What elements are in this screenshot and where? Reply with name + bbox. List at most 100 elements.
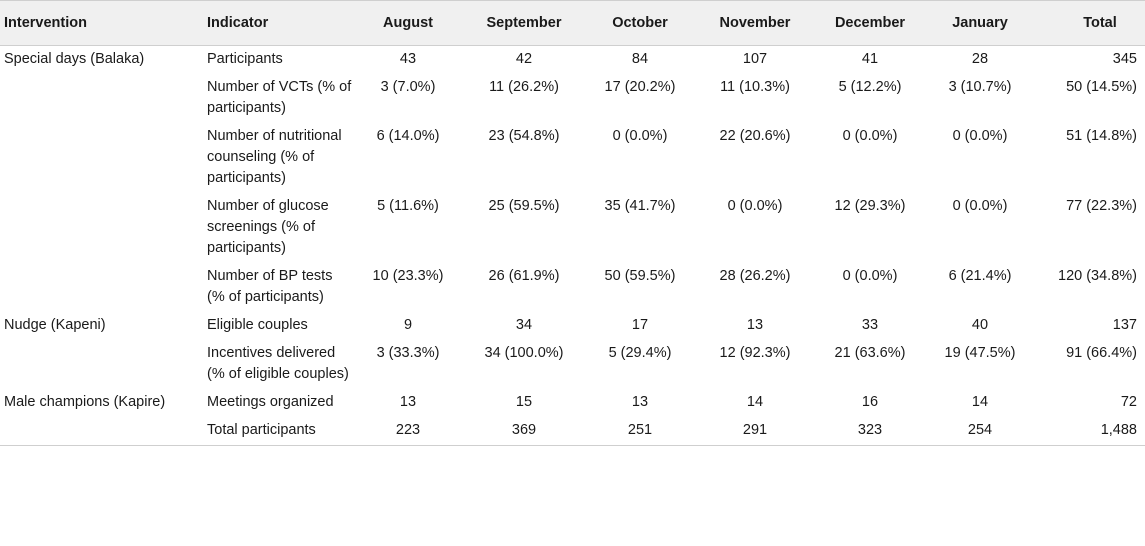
cell-october: 13 [631, 394, 649, 410]
cell-october: 251 [627, 422, 653, 438]
cell-january: 0 (0.0%) [952, 128, 1008, 144]
cell-indicator: Number of glucose screenings (% of parti… [207, 198, 329, 256]
header-september: September [486, 14, 562, 31]
table-row: Total participants 223 369 251 291 323 2… [0, 417, 1145, 446]
cell-september: 23 (54.8%) [488, 128, 560, 144]
cell-december: 0 (0.0%) [842, 268, 898, 284]
table-row: Number of VCTs (% of participants) 3 (7.… [0, 74, 1145, 123]
cell-august: 3 (33.3%) [376, 345, 440, 361]
cell-november: 28 (26.2%) [719, 268, 791, 284]
cell-november: 14 [746, 394, 764, 410]
cell-intervention: Special days (Balaka) [4, 51, 145, 67]
cell-indicator: Number of VCTs (% of participants) [207, 79, 352, 116]
cell-january: 40 [971, 317, 989, 333]
cell-total: 120 (34.8%) [1058, 268, 1137, 284]
cell-indicator: Incentives delivered (% of eligible coup… [207, 345, 349, 382]
cell-september: 11 (26.2%) [489, 79, 559, 95]
cell-august: 5 (11.6%) [377, 198, 439, 214]
cell-august: 13 [399, 394, 417, 410]
cell-total: 77 (22.3%) [1066, 198, 1137, 214]
cell-august: 43 [399, 51, 417, 67]
cell-september: 369 [511, 422, 537, 438]
cell-october: 35 (41.7%) [604, 198, 676, 214]
cell-december: 12 (29.3%) [834, 198, 906, 214]
header-intervention: Intervention [4, 14, 87, 31]
cell-august: 10 (23.3%) [372, 268, 444, 284]
cell-september: 42 [515, 51, 533, 67]
cell-intervention [0, 263, 207, 312]
table-row: Male champions (Kapire) Meetings organiz… [0, 389, 1145, 417]
cell-january: 28 [971, 51, 989, 67]
cell-total: 137 [1112, 317, 1137, 333]
cell-january: 3 (10.7%) [948, 79, 1012, 95]
header-december: December [834, 14, 906, 31]
cell-october: 84 [631, 51, 649, 67]
cell-november: 0 (0.0%) [727, 198, 783, 214]
data-table: Intervention Indicator August September … [0, 0, 1145, 446]
cell-september: 34 (100.0%) [484, 345, 564, 361]
cell-indicator: Number of BP tests (% of participants) [207, 268, 333, 305]
cell-november: 291 [742, 422, 768, 438]
header-indicator: Indicator [207, 14, 269, 31]
cell-january: 6 (21.4%) [948, 268, 1012, 284]
cell-december: 323 [857, 422, 883, 438]
cell-september: 15 [515, 394, 533, 410]
table-header-row: Intervention Indicator August September … [0, 0, 1145, 46]
cell-december: 21 (63.6%) [834, 345, 906, 361]
table-row: Number of BP tests (% of participants) 1… [0, 263, 1145, 312]
table-row: Nudge (Kapeni) Eligible couples 9 34 17 … [0, 312, 1145, 340]
cell-total: 345 [1112, 51, 1137, 67]
cell-august: 9 [403, 317, 413, 333]
table-row: Number of nutritional counseling (% of p… [0, 123, 1145, 193]
cell-intervention [0, 74, 207, 123]
cell-december: 5 (12.2%) [838, 79, 902, 95]
cell-indicator: Number of nutritional counseling (% of p… [207, 128, 342, 186]
cell-november: 22 (20.6%) [719, 128, 791, 144]
cell-total: 50 (14.5%) [1066, 79, 1137, 95]
cell-october: 5 (29.4%) [608, 345, 672, 361]
cell-october: 0 (0.0%) [612, 128, 668, 144]
cell-intervention [0, 123, 207, 193]
table-row: Number of glucose screenings (% of parti… [0, 193, 1145, 263]
header-january: January [952, 14, 1008, 31]
cell-september: 26 (61.9%) [488, 268, 560, 284]
cell-intervention [0, 193, 207, 263]
cell-indicator: Participants [207, 51, 283, 67]
header-august: August [383, 14, 433, 31]
cell-december: 33 [861, 317, 879, 333]
cell-indicator: Total participants [207, 422, 316, 438]
cell-august: 223 [395, 422, 421, 438]
cell-august: 6 (14.0%) [376, 128, 440, 144]
cell-november: 13 [746, 317, 764, 333]
cell-intervention: Nudge (Kapeni) [4, 317, 106, 333]
cell-november: 12 (92.3%) [719, 345, 791, 361]
cell-november: 107 [742, 51, 768, 67]
cell-december: 0 (0.0%) [842, 128, 898, 144]
cell-total: 91 (66.4%) [1066, 345, 1137, 361]
cell-january: 254 [967, 422, 993, 438]
cell-intervention [0, 340, 207, 389]
cell-intervention: Male champions (Kapire) [4, 394, 166, 410]
header-october: October [612, 14, 668, 31]
cell-october: 17 (20.2%) [604, 79, 676, 95]
cell-december: 16 [861, 394, 879, 410]
cell-november: 11 (10.3%) [720, 79, 790, 95]
cell-indicator: Eligible couples [207, 317, 308, 333]
table-row: Incentives delivered (% of eligible coup… [0, 340, 1145, 389]
header-november: November [719, 14, 791, 31]
cell-december: 41 [861, 51, 879, 67]
cell-september: 25 (59.5%) [488, 198, 560, 214]
header-total: Total [1083, 14, 1117, 31]
cell-august: 3 (7.0%) [380, 79, 436, 95]
cell-total: 72 [1120, 394, 1137, 410]
cell-january: 19 (47.5%) [944, 345, 1016, 361]
cell-total: 51 (14.8%) [1066, 128, 1137, 144]
cell-january: 14 [971, 394, 989, 410]
cell-january: 0 (0.0%) [952, 198, 1008, 214]
cell-intervention [0, 417, 207, 446]
cell-october: 17 [631, 317, 649, 333]
table-row: Special days (Balaka) Participants 43 42… [0, 46, 1145, 75]
cell-october: 50 (59.5%) [604, 268, 676, 284]
cell-september: 34 [515, 317, 533, 333]
cell-indicator: Meetings organized [207, 394, 334, 410]
